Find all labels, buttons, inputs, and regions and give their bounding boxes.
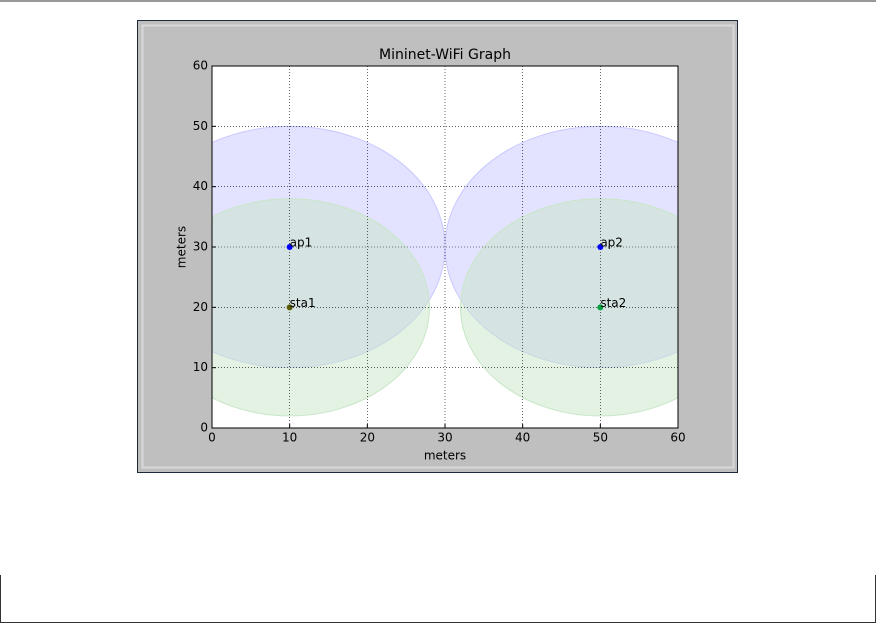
- bottom-panel: [0, 575, 876, 623]
- node-label: ap2: [600, 236, 623, 250]
- node-point: [597, 304, 604, 311]
- y-tick-label: 20: [193, 300, 208, 314]
- y-tick-label: 50: [193, 119, 208, 133]
- y-axis-label: meters: [175, 226, 189, 268]
- node-label: sta1: [290, 296, 316, 310]
- y-tick-label: 30: [193, 240, 208, 254]
- x-tick-label: 60: [670, 431, 685, 445]
- x-axis-label: meters: [424, 449, 466, 463]
- node-point: [286, 304, 293, 311]
- y-tick-label: 60: [193, 59, 208, 73]
- x-tick-label: 20: [360, 431, 375, 445]
- y-tick-label: 0: [200, 421, 208, 435]
- chart-title: Mininet-WiFi Graph: [379, 47, 511, 63]
- x-tick-label: 10: [282, 431, 297, 445]
- y-tick-label: 40: [193, 179, 208, 193]
- node-point: [286, 244, 293, 250]
- x-tick-label: 0: [208, 431, 216, 445]
- node-label: ap1: [290, 236, 313, 250]
- plot-border: [211, 65, 679, 429]
- marks: ap1 ap2 sta1 sta2: [286, 236, 626, 311]
- x-tick-label: 30: [437, 431, 452, 445]
- node-label: sta2: [600, 296, 626, 310]
- y-tick-label: 10: [193, 360, 208, 374]
- node-point: [597, 244, 604, 250]
- x-tick-label: 40: [515, 431, 530, 445]
- x-tick-label: 50: [593, 431, 608, 445]
